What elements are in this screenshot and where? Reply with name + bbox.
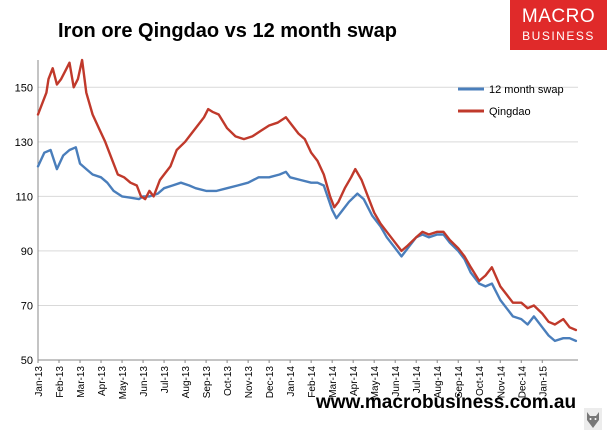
series-line-1 (36, 58, 578, 332)
x-tick-label: Feb-14 (307, 366, 318, 398)
website-url: www.macrobusiness.com.au (316, 392, 577, 413)
series-line-0 (36, 146, 578, 343)
legend-label-0: 12 month swap (489, 84, 564, 96)
x-tick-label: Apr-14 (349, 366, 360, 396)
y-tick-label: 50 (21, 355, 33, 367)
x-tick-label: Dec-13 (265, 366, 276, 399)
chart-title: Iron ore Qingdao vs 12 month swap (58, 20, 397, 42)
x-tick-label: Mar-13 (76, 366, 87, 398)
x-tick-label: Jan-14 (286, 366, 297, 397)
x-tick-label: Nov-14 (496, 366, 507, 399)
y-tick-label: 110 (15, 191, 33, 203)
macrobusiness-logo: MACRO BUSINESS (510, 0, 607, 50)
x-tick-label: Nov-13 (244, 366, 255, 399)
x-tick-label: Jan-15 (538, 366, 549, 397)
x-tick-label: Jul-14 (412, 366, 423, 394)
x-tick-label: Feb-13 (55, 366, 66, 398)
y-tick-label: 90 (21, 246, 33, 258)
x-tick-label: Apr-13 (97, 366, 108, 396)
legend-label-1: Qingdao (489, 106, 531, 118)
x-tick-label: Sep-14 (454, 366, 465, 399)
x-tick-label: Jun-13 (139, 366, 150, 397)
x-tick-label: May-13 (118, 366, 129, 400)
x-tick-label: Aug-14 (433, 366, 444, 399)
logo-line-1: MACRO (521, 6, 596, 27)
wolf-icon (584, 408, 602, 430)
x-tick-label: Jun-14 (391, 366, 402, 397)
x-tick-label: Jul-13 (160, 366, 171, 394)
y-tick-label: 150 (15, 82, 33, 94)
x-tick-label: Oct-14 (475, 366, 486, 396)
x-tick-label: Dec-14 (517, 366, 528, 399)
x-tick-label: May-14 (370, 366, 381, 400)
y-tick-label: 130 (15, 137, 33, 149)
x-tick-label: Mar-14 (328, 366, 339, 398)
logo-line-2: BUSINESS (522, 29, 595, 43)
x-tick-label: Sep-13 (202, 366, 213, 399)
x-tick-label: Oct-13 (223, 366, 234, 396)
x-tick-label: Jan-13 (34, 366, 45, 397)
x-tick-label: Aug-13 (181, 366, 192, 399)
y-tick-label: 70 (21, 300, 33, 312)
